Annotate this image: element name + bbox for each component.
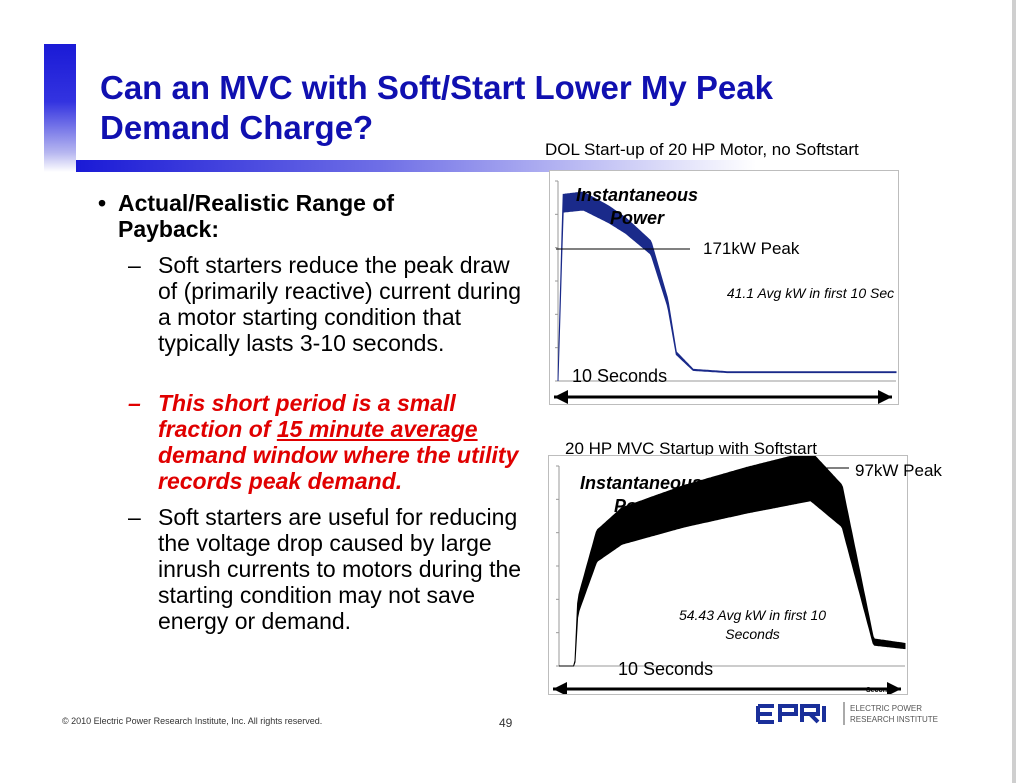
chart2-plot-area — [548, 450, 908, 696]
series-trace — [559, 450, 906, 667]
slide-edge — [1012, 0, 1016, 783]
title-underline-rule — [76, 160, 756, 172]
emphasis-underline: 15 minute average — [276, 416, 478, 442]
epri-logo-mark: ELECTRIC POWER RESEARCH INSTITUTE — [756, 702, 938, 725]
chart1-avg-note: 41.1 Avg kW in first 10 Sec — [726, 285, 895, 301]
sub-bullet-3-text: Soft starters are useful for reducing th… — [158, 504, 522, 634]
sub-bullet-1-text: Soft starters reduce the peak draw of (p… — [158, 252, 522, 356]
chart2-title: 20 HP MVC Startup with Softstart — [565, 439, 817, 458]
chart2-axis-end-label: Seconds — [866, 687, 896, 694]
title-accent-bar — [44, 44, 76, 172]
chart1-measure-label: Instantaneous Power — [575, 185, 699, 228]
chart1-span-label: 10 Seconds — [572, 366, 668, 386]
footer-copyright: © 2010 Electric Power Research Institute… — [62, 716, 323, 726]
chart1-svg — [554, 180, 897, 404]
page-number: 49 — [499, 716, 513, 730]
arrow-head-right — [878, 390, 892, 404]
sub-bullet-2-text: This short period is a small fraction of… — [158, 390, 519, 494]
page-title: Can an MVC with Soft/Start Lower My Peak… — [100, 69, 773, 146]
chart1-plot-area — [549, 170, 899, 405]
chart2-avg-note: 54.43 Avg kW in first 10 Seconds — [678, 607, 827, 642]
arrow-head-right — [887, 682, 901, 696]
chart1-peak-label: 171kW Peak — [703, 239, 800, 258]
chart2-span-label: 10 Seconds — [618, 659, 714, 679]
main-bullet-text: Actual/Realistic Range of Payback: — [118, 190, 395, 242]
logo-line2: RESEARCH INSTITUTE — [850, 715, 938, 724]
logo-line1: ELECTRIC POWER — [850, 704, 922, 713]
series-trace — [557, 191, 897, 382]
bullet-dot: • — [98, 190, 107, 216]
chart1-title: DOL Start-up of 20 HP Motor, no Softstar… — [545, 140, 859, 159]
arrow-head-left — [553, 682, 567, 696]
chart2-peak-label: 97kW Peak — [855, 461, 942, 480]
epri-logo: ELECTRIC POWER RESEARCH INSTITUTE — [754, 697, 954, 729]
chart2-svg — [553, 450, 906, 696]
arrow-head-left — [554, 390, 568, 404]
chart2-measure-label: Instantaneous Power — [579, 473, 703, 516]
